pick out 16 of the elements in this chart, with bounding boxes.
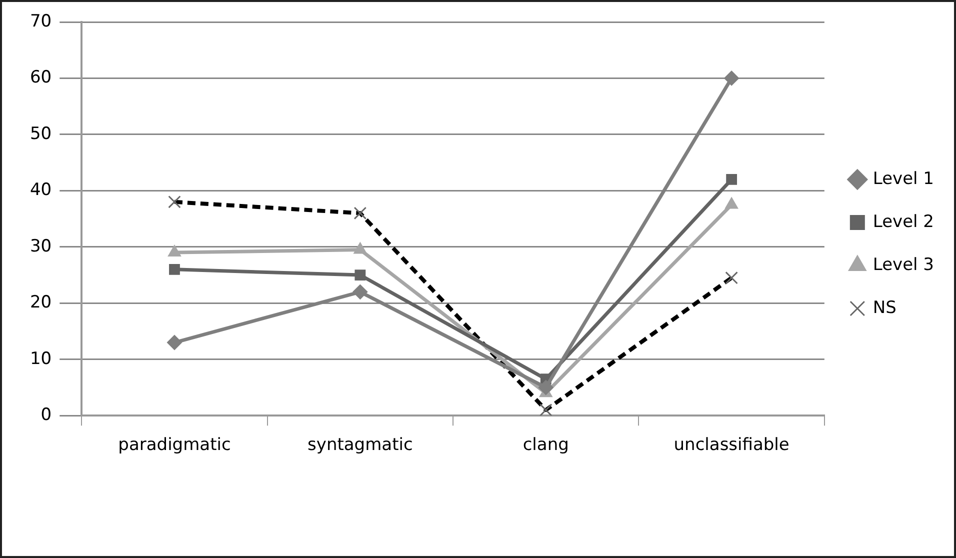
legend-label: Level 2 — [872, 212, 934, 232]
y-tick-label: 20 — [30, 292, 52, 313]
x-tick-label: syntagmatic — [308, 435, 413, 456]
legend-label: Level 1 — [872, 168, 934, 189]
y-tick-label: 70 — [30, 11, 52, 32]
legend-label: NS — [872, 298, 896, 318]
y-tick-label: 40 — [30, 180, 52, 200]
x-tick-label: clang — [522, 435, 569, 456]
y-tick-label: 10 — [30, 348, 52, 369]
y-tick-label: 30 — [30, 236, 52, 256]
y-tick-label: 0 — [40, 405, 52, 426]
y-tick-label: 60 — [30, 68, 52, 88]
x-tick-label: paradigmatic — [118, 435, 231, 456]
x-tick-label: unclassifiable — [674, 435, 790, 456]
y-tick-label: 50 — [30, 124, 52, 144]
legend-label: Level 3 — [872, 254, 934, 275]
